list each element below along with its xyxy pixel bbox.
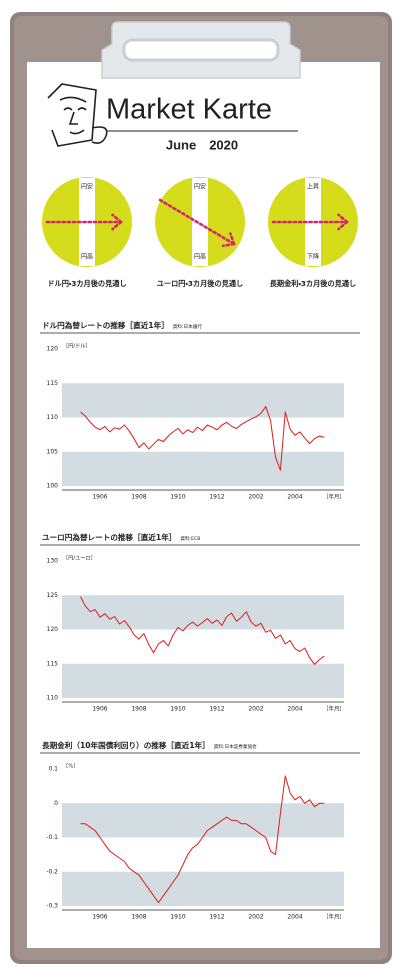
outlook-caption: 長期金利・3カ月後の見通し: [270, 279, 357, 288]
outlook-arrow-head: [221, 242, 236, 248]
x-tick-label: 1910: [170, 494, 185, 501]
grid-band: [62, 663, 344, 698]
outlook-arrow-line: [158, 198, 236, 246]
header-title: Market Karte: [106, 94, 272, 126]
y-tick-label: 115: [47, 660, 59, 667]
grid-band: [62, 383, 344, 418]
outlook-top-label: 円安: [81, 183, 93, 191]
grid-band: [62, 803, 344, 838]
outlook-bar: [305, 178, 321, 266]
y-tick-label: 120: [47, 346, 59, 353]
grid-band: [62, 595, 344, 630]
x-tick-label: 1908: [131, 914, 146, 921]
logo: [47, 83, 108, 147]
y-tick-label: 110: [47, 414, 59, 421]
x-tick-label: 2002: [248, 494, 263, 501]
outlook-arrow-head: [337, 213, 349, 224]
x-tick-label: 2002: [248, 914, 263, 921]
x-axis-label: ［年月］: [323, 913, 345, 921]
outlooks: 円安円高ドル円・3カ月後の見通し円安円高ユーロ円・3カ月後の見通し上昇下降長期金…: [42, 177, 358, 288]
x-tick-label: 1910: [170, 706, 185, 713]
outlook-bottom-label: 円高: [81, 253, 93, 261]
x-tick-label: 2004: [287, 706, 302, 713]
outlook-bar: [79, 178, 95, 266]
outlook-bottom-label: 下降: [307, 253, 319, 261]
x-tick-label: 1910: [170, 914, 185, 921]
chart-source: 資料:日本銀行: [173, 323, 203, 330]
data-line: [80, 775, 325, 904]
y-axis-label: ［%］: [63, 763, 78, 770]
y-tick-label: -0.1: [46, 834, 58, 841]
x-tick-label: 2004: [287, 914, 302, 921]
x-tick-label: 1912: [209, 914, 224, 921]
x-tick-label: 1906: [92, 914, 107, 921]
x-tick-label: 2002: [248, 706, 263, 713]
data-line: [80, 406, 325, 471]
x-tick-label: 2004: [287, 494, 302, 501]
grid-band: [62, 871, 344, 906]
y-tick-label: 100: [47, 483, 59, 490]
y-tick-label: 0: [54, 800, 58, 807]
outlook-caption: ドル円・3カ月後の見通し: [47, 279, 126, 288]
chart-title: 長期金利（10年国債利回り）の推移［直近1年］: [42, 740, 210, 750]
chart-source: 資料:ECB: [180, 535, 200, 542]
x-tick-label: 1906: [92, 706, 107, 713]
header-date: June 2020: [166, 137, 238, 152]
outlook-arrow-head: [111, 220, 123, 231]
outlook-caption: ユーロ円・3カ月後の見通し: [157, 279, 244, 288]
outlook-bottom-label: 円高: [194, 253, 206, 261]
y-tick-label: 105: [47, 448, 59, 455]
x-axis-label: ［年月］: [323, 705, 345, 713]
x-tick-label: 1908: [131, 494, 146, 501]
outlook-arrow-head: [111, 213, 123, 224]
clip-hole: [122, 38, 280, 62]
outlook-top-label: 円安: [194, 183, 206, 191]
y-tick-label: -0.2: [46, 868, 58, 875]
y-tick-label: 0.1: [48, 766, 58, 773]
x-tick-label: 1906: [92, 494, 107, 501]
y-tick-label: -0.3: [46, 903, 58, 910]
y-tick-label: 130: [47, 558, 59, 565]
x-axis-label: ［年月］: [323, 493, 345, 501]
y-tick-label: 110: [47, 695, 59, 702]
y-axis-label: ［円/ドル］: [63, 343, 91, 350]
outlook-top-label: 上昇: [307, 183, 319, 191]
y-tick-label: 125: [47, 592, 59, 599]
chart-source: 資料:日本証券業協会: [214, 743, 257, 750]
outlook-bar: [192, 178, 208, 266]
data-line: [80, 596, 325, 665]
y-tick-label: 120: [47, 626, 59, 633]
chart-title: ユーロ円為替レートの推移［直近1年］: [42, 532, 176, 542]
y-axis-label: ［円/ユーロ］: [63, 555, 96, 562]
grid-band: [62, 451, 344, 486]
charts: ドル円為替レートの推移［直近1年］ 資料:日本銀行 100 105 110 115 120 ［…: [40, 320, 360, 921]
outlook-arrow-head: [229, 232, 236, 246]
x-tick-label: 1908: [131, 706, 146, 713]
x-tick-label: 1912: [209, 494, 224, 501]
x-tick-label: 1912: [209, 706, 224, 713]
y-tick-label: 115: [47, 380, 59, 387]
chart-title: ドル円為替レートの推移［直近1年］: [42, 320, 169, 330]
outlook-arrow-head: [337, 220, 349, 231]
